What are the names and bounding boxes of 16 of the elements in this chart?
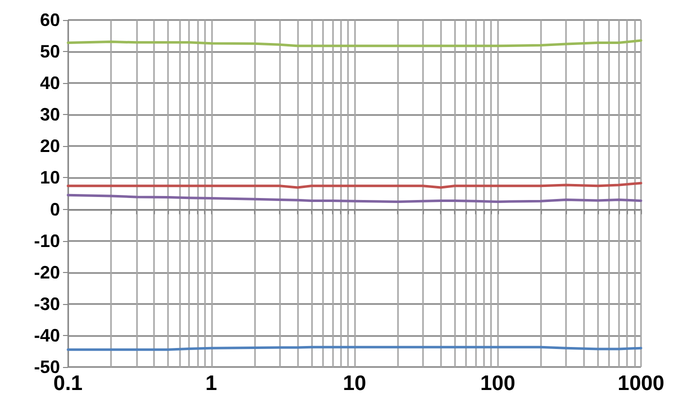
x-tick-label: 100: [480, 372, 516, 394]
y-tick-label: -40: [34, 325, 60, 346]
x-tick-label: 1000: [618, 372, 664, 394]
y-tick-label: -30: [34, 294, 60, 314]
y-tick-label: 0: [50, 199, 60, 220]
y-tick-label: 40: [40, 73, 60, 94]
x-tick-label: 1: [205, 372, 218, 394]
y-tick-label: 50: [40, 42, 60, 62]
y-tick-label: 30: [40, 104, 60, 125]
y-tick-label: -10: [34, 230, 60, 251]
y-tick-label: -20: [34, 262, 60, 282]
y-tick-label: 10: [40, 168, 60, 188]
y-tick-label: 20: [40, 136, 60, 156]
x-tick-label: 0.1: [53, 372, 83, 394]
x-tick-label: 10: [342, 372, 366, 394]
y-tick-label: 60: [40, 10, 60, 30]
